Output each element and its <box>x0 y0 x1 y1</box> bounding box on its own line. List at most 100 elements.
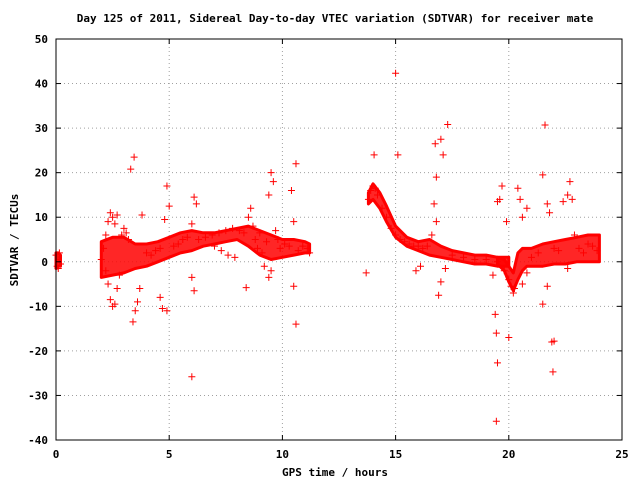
data-point <box>292 160 300 168</box>
data-point <box>580 249 588 257</box>
data-point <box>111 220 119 228</box>
data-point <box>378 204 386 212</box>
data-point <box>174 240 182 248</box>
data-point <box>493 198 501 206</box>
data-point <box>247 204 255 212</box>
axis-ticks <box>55 38 623 441</box>
data-point <box>570 231 578 239</box>
data-point <box>111 300 119 308</box>
data-point <box>188 220 196 228</box>
data-point <box>127 165 135 173</box>
data-point <box>593 247 601 255</box>
data-point <box>423 242 431 250</box>
data-point <box>405 240 413 248</box>
data-point <box>134 298 142 306</box>
data-point <box>113 285 121 293</box>
data-point <box>183 233 191 241</box>
data-point <box>541 121 549 129</box>
data-point <box>534 249 542 257</box>
data-point <box>106 296 114 304</box>
data-point <box>394 151 402 159</box>
dense-data-band <box>496 233 601 293</box>
data-point <box>430 200 438 208</box>
y-tick-label: 0 <box>41 256 48 269</box>
x-tick-label: 25 <box>615 448 628 461</box>
grid-lines <box>56 39 622 440</box>
data-point <box>292 320 300 328</box>
data-point <box>303 244 311 252</box>
data-point <box>192 200 200 208</box>
data-point <box>195 236 203 243</box>
data-point <box>102 231 110 239</box>
data-point <box>401 238 409 246</box>
data-point <box>491 310 499 318</box>
data-point <box>217 247 225 255</box>
data-point <box>104 218 112 226</box>
data-point <box>412 267 420 275</box>
data-point <box>559 198 567 206</box>
data-point <box>584 240 592 248</box>
data-point <box>392 69 400 77</box>
data-point <box>104 280 112 288</box>
dense-data-band <box>366 182 511 268</box>
data-point <box>550 244 558 252</box>
data-point <box>269 178 277 186</box>
data-point <box>564 191 572 199</box>
data-point <box>274 236 282 243</box>
data-point <box>263 238 271 246</box>
data-point <box>432 218 440 226</box>
data-point <box>55 249 63 257</box>
data-point <box>523 204 531 212</box>
data-point <box>152 247 160 255</box>
data-point <box>102 267 110 275</box>
x-tick-label: 0 <box>53 448 60 461</box>
data-point <box>370 151 378 159</box>
data-point <box>471 256 479 264</box>
data-point <box>294 247 302 255</box>
data-point <box>414 242 422 250</box>
data-point <box>240 229 248 237</box>
x-tick-label: 15 <box>389 448 402 461</box>
data-point <box>208 231 216 239</box>
data-point <box>435 291 443 299</box>
data-point <box>124 236 132 243</box>
data-point <box>566 178 574 186</box>
data-point <box>143 249 151 257</box>
data-point <box>260 262 268 270</box>
data-point <box>290 282 298 290</box>
data-point <box>492 417 500 425</box>
x-tick-labels: 0 5 10 15 20 25 <box>53 448 629 461</box>
y-tick-label: 20 <box>35 167 48 180</box>
data-point <box>287 186 295 194</box>
data-point <box>546 209 554 217</box>
data-point <box>210 242 218 250</box>
data-point <box>229 224 237 232</box>
data-point <box>523 269 531 277</box>
data-point <box>244 213 252 221</box>
data-point <box>428 231 436 239</box>
data-point <box>489 271 497 279</box>
data-point <box>589 242 597 250</box>
plot-frame <box>55 38 623 441</box>
data-point <box>509 289 517 297</box>
data-point <box>503 218 511 226</box>
data-point <box>147 251 155 259</box>
data-point <box>265 273 273 281</box>
data-point <box>265 191 273 199</box>
data-point <box>518 213 526 221</box>
data-point <box>432 173 440 181</box>
y-tick-label: -40 <box>28 434 48 447</box>
y-tick-label: 30 <box>35 122 48 135</box>
data-point <box>118 231 126 239</box>
data-point <box>222 227 230 235</box>
data-point <box>362 269 370 277</box>
data-point <box>575 244 583 252</box>
data-point <box>505 276 513 284</box>
data-point <box>97 256 105 264</box>
data-point <box>276 244 284 252</box>
data-point <box>543 200 551 208</box>
data-point <box>549 368 557 376</box>
data-point <box>460 253 468 261</box>
data-point <box>387 224 395 232</box>
